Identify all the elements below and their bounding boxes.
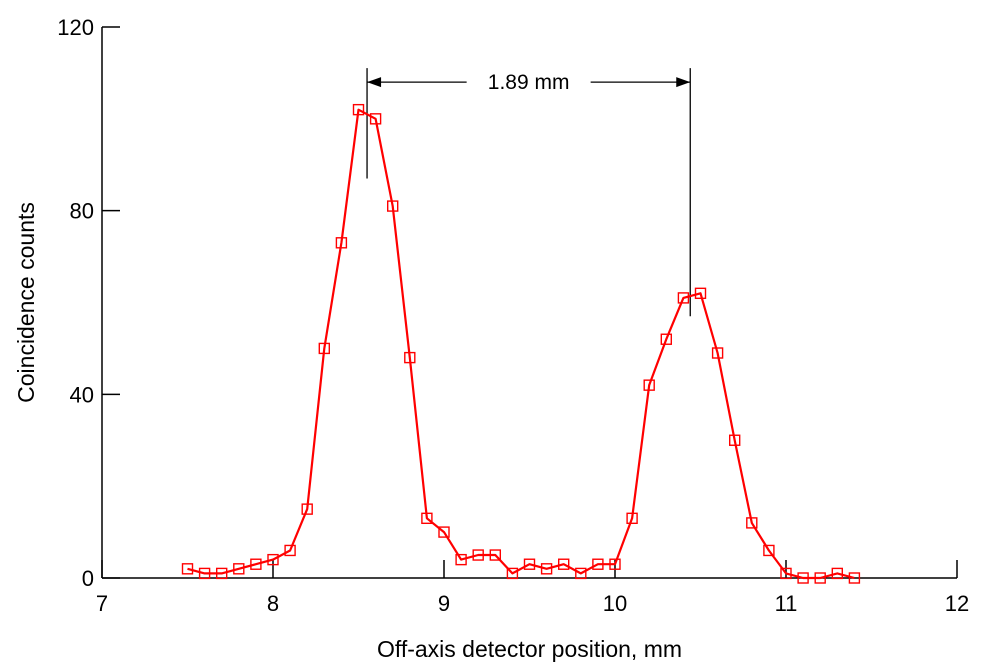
data-point-marker xyxy=(592,558,604,570)
x-tick-label: 10 xyxy=(603,591,627,616)
y-axis-title: Coincidence counts xyxy=(13,202,39,403)
data-point-marker xyxy=(421,512,433,525)
data-point-marker xyxy=(797,572,809,584)
data-point-marker xyxy=(489,549,501,561)
data-point-marker xyxy=(301,503,313,515)
data-point-marker xyxy=(558,558,570,570)
data-point-marker xyxy=(284,544,296,557)
x-tick-label: 12 xyxy=(945,591,969,616)
series-line xyxy=(187,108,855,580)
data-point-marker xyxy=(387,200,399,212)
data-point-marker xyxy=(318,342,330,355)
data-point-marker xyxy=(455,553,467,566)
data-point-marker xyxy=(352,103,365,116)
arrowhead-left xyxy=(367,77,382,88)
data-point-marker xyxy=(198,567,211,580)
data-point-marker xyxy=(643,379,655,391)
data-series xyxy=(181,103,861,584)
x-tick-label: 7 xyxy=(96,591,108,616)
data-point-marker xyxy=(250,558,262,570)
data-point-marker xyxy=(523,558,536,570)
data-point-marker xyxy=(694,287,707,300)
data-point-marker xyxy=(233,563,245,575)
data-point-marker xyxy=(540,563,553,575)
data-point-marker xyxy=(831,567,843,580)
arrowhead-right xyxy=(676,77,691,88)
x-tick-label: 11 xyxy=(775,591,798,616)
data-point-marker xyxy=(472,549,484,561)
data-point-marker xyxy=(438,526,450,538)
x-tick-label: 9 xyxy=(438,591,450,616)
y-tick-label: 0 xyxy=(82,566,94,591)
x-axis-title: Off-axis detector position, mm xyxy=(377,636,682,662)
y-tick-label: 120 xyxy=(57,15,94,40)
chart-axes xyxy=(101,27,957,579)
data-point-marker xyxy=(404,351,416,364)
data-point-marker xyxy=(215,567,228,580)
x-tick-label: 8 xyxy=(267,591,279,616)
data-point-marker xyxy=(729,434,741,446)
peak-separation-annotation: 1.89 mm xyxy=(366,68,691,317)
data-point-marker xyxy=(609,558,621,570)
y-ticks: 0 40 80 120 xyxy=(57,15,120,591)
data-point-marker xyxy=(369,113,382,125)
data-point-marker xyxy=(335,237,348,249)
data-point-marker xyxy=(677,292,690,304)
data-point-marker xyxy=(780,567,792,580)
data-point-marker xyxy=(181,563,194,575)
data-point-marker xyxy=(848,572,861,584)
annotation-label: 1.89 mm xyxy=(488,71,570,94)
data-point-marker xyxy=(746,517,758,529)
y-tick-label: 80 xyxy=(70,199,94,224)
data-point-marker xyxy=(626,512,638,525)
data-point-marker xyxy=(575,567,587,580)
data-point-marker xyxy=(660,333,672,345)
x-ticks: 7 8 9 10 11 12 xyxy=(96,560,969,616)
y-tick-label: 40 xyxy=(70,382,94,407)
data-point-marker xyxy=(267,553,279,566)
data-point-marker xyxy=(506,567,519,580)
data-point-marker xyxy=(763,544,775,557)
data-point-marker xyxy=(814,572,826,584)
data-point-marker xyxy=(711,347,724,359)
